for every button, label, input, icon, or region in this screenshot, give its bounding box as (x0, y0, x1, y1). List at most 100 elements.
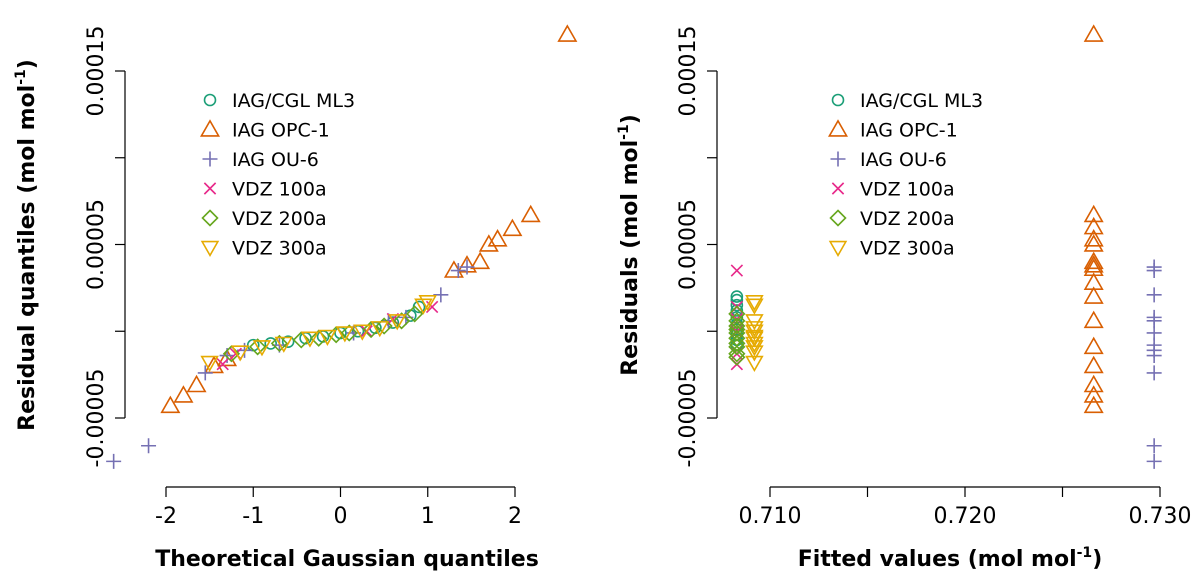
qq-data-point (106, 453, 122, 469)
residuals-x-axis-label-end: ) (1092, 547, 1102, 572)
residuals-y-tick-label: 0.00005 (676, 199, 701, 290)
qq-y-axis-label: Residual quantiles (mol mol-1) (13, 59, 40, 431)
qq-legend-label: VDZ 200a (232, 208, 327, 230)
qq-data-point (375, 317, 393, 335)
qq-data-point (327, 326, 345, 344)
qq-data-point (270, 334, 289, 353)
qq-data-point (292, 331, 310, 349)
qq-data-point (318, 329, 337, 346)
residuals-data-point (1146, 438, 1162, 454)
qq-data-point (274, 336, 294, 353)
qq-data-point (222, 345, 241, 363)
residuals-data-point (1083, 310, 1104, 329)
residuals-legend-marker (829, 209, 847, 227)
residuals-x-tick-label: 0.710 (739, 504, 802, 529)
qq-data-point (216, 358, 229, 371)
residuals-data-point (1146, 287, 1162, 303)
residuals-legend-marker (831, 93, 845, 107)
residuals-legend-label: VDZ 300a (860, 238, 955, 260)
residuals-data-point (1146, 365, 1162, 381)
qq-data-point (478, 234, 499, 252)
residuals-data-point (730, 264, 744, 277)
qq-y-axis-label-end: ) (15, 59, 40, 69)
qq-data-point (487, 229, 508, 247)
qq-legend-marker (199, 119, 221, 137)
qq-legend-label: VDZ 100a (232, 179, 327, 201)
residuals-data-point (745, 345, 764, 362)
qq-data-point (450, 263, 466, 279)
qq-data-point (392, 312, 411, 330)
residuals-legend-label: VDZ 200a (860, 208, 955, 230)
qq-legend-label: IAG OU-6 (232, 149, 319, 171)
residuals-y-tick-label: -0.00005 (676, 369, 701, 468)
qq-data-point (335, 326, 355, 343)
qq-y-axis-label-sup: -1 (13, 69, 29, 85)
residuals-legend-marker (830, 151, 846, 167)
residuals-data-point (730, 304, 744, 317)
residuals-data-point (1083, 234, 1104, 252)
qq-data-point (362, 320, 380, 339)
residuals-data-point (1083, 204, 1104, 223)
qq-legend-marker (200, 240, 220, 257)
residuals-data-point (1083, 24, 1104, 42)
qq-series-vdz-100a (216, 300, 439, 371)
qq-data-point (264, 337, 278, 350)
residuals-series-iag-opc-1 (1083, 24, 1104, 414)
residuals-plot-panel: 0.710 0.720 0.730 -0.00005 0.00005 0.00015 IAG… (676, 24, 1191, 529)
residuals-series-iag-ou-6 (1146, 259, 1162, 469)
qq-data-point (197, 365, 213, 381)
residuals-data-point (728, 345, 746, 363)
residuals-legend-label: IAG OPC-1 (860, 120, 958, 142)
qq-data-point (470, 251, 491, 270)
qq-x-tick-label: 0 (334, 504, 348, 529)
qq-series-iag-ou-6 (106, 259, 475, 469)
residuals-data-point (745, 336, 764, 353)
qq-y-tick-label: -0.00005 (84, 369, 109, 468)
residuals-data-point (1146, 453, 1162, 469)
residuals-data-point (1083, 336, 1104, 355)
residuals-data-point (1083, 286, 1104, 304)
qq-data-point (414, 298, 433, 315)
qq-x-tick-label: 1 (421, 504, 435, 529)
qq-data-point (353, 324, 372, 341)
residuals-legend-label: IAG OU-6 (860, 149, 947, 171)
qq-series-vdz-300a (200, 295, 438, 372)
residuals-data-point (745, 321, 764, 338)
residuals-data-point (745, 298, 764, 315)
qq-data-point (252, 340, 272, 357)
qq-data-point (141, 438, 157, 454)
qq-data-point (502, 218, 523, 237)
qq-data-point (281, 335, 295, 348)
qq-y-axis-label-main: Residual quantiles (mol mol (15, 85, 40, 431)
qq-data-point (370, 321, 390, 338)
residuals-data-point (1083, 385, 1104, 403)
qq-data-point (230, 345, 250, 362)
residuals-data-point (1083, 216, 1104, 235)
residuals-data-point (745, 355, 764, 372)
qq-x-tick-label: -1 (242, 504, 264, 529)
qq-data-point (340, 324, 358, 342)
residuals-x-tick-label: 0.720 (934, 504, 997, 529)
qq-data-point (248, 338, 267, 356)
residuals-data-point (1146, 348, 1162, 364)
residuals-data-point (730, 298, 744, 312)
residuals-data-point (1083, 355, 1104, 374)
residuals-data-point (745, 331, 764, 348)
qq-legend-marker (201, 209, 219, 227)
residuals-data-point (728, 317, 746, 335)
qq-series-vdz-200a (222, 305, 424, 363)
qq-legend-label: VDZ 300a (232, 238, 327, 260)
qq-data-point (406, 305, 424, 323)
qq-x-axis-label: Theoretical Gaussian quantiles (155, 547, 539, 572)
residuals-legend-label: IAG/CGL ML3 (860, 90, 983, 112)
qq-legend-marker (203, 182, 217, 195)
qq-data-point (387, 314, 407, 331)
residuals-data-point (728, 348, 746, 366)
residuals-data-point (728, 338, 746, 356)
qq-legend: IAG/CGL ML3 IAG OPC-1 IAG OU-6 VDZ 100a VDZ … (199, 90, 355, 260)
residuals-series-vdz-200a (728, 305, 746, 366)
qq-y-tick-label: 0.00005 (84, 199, 109, 290)
residuals-legend: IAG/CGL ML3 IAG OPC-1 IAG OU-6 VDZ 100a VDZ … (827, 90, 983, 260)
